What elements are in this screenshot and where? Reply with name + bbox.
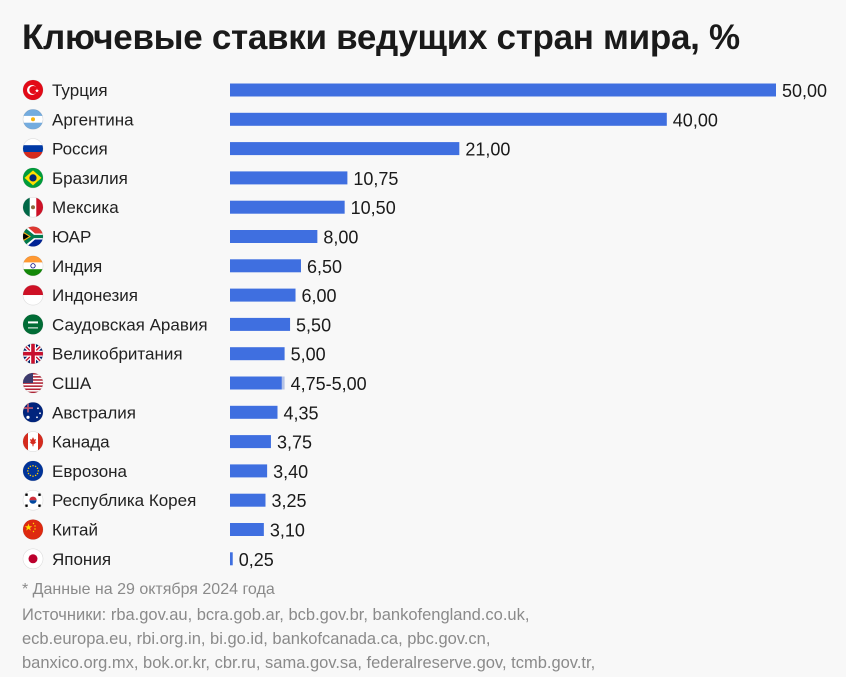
russia-flag-icon [22,138,44,159]
category-label: США [52,374,92,393]
bar-chart: Турция 50,00 Аргентина 40,00 Россия 21,00 Браз… [22,79,827,570]
india-flag-icon [22,255,44,277]
chart-row: Бразилия 10,75 [22,167,398,189]
data-label: 8,00 [323,228,358,248]
chart-row: Мексика 10,50 [22,196,396,218]
sources: Источники: rba.gov.au, bcra.gob.ar, bcb.… [22,603,832,677]
chart-row: Саудовская Аравия 5,50 [22,314,331,335]
data-label: 5,00 [291,345,326,365]
sources-line-2: ecb.europa.eu, rbi.org.in, bi.go.id, ban… [22,630,491,648]
bar [230,112,667,126]
brazil-flag-icon [22,167,44,189]
bar [230,259,301,273]
sources-line-3: banxico.org.mx, bok.or.kr, cbr.ru, sama.… [22,654,596,672]
data-date-note: * Данные на 29 октября 2024 года [22,581,275,598]
bar [230,83,776,97]
bar [230,435,271,449]
data-label: 4,35 [284,403,319,423]
data-label: 3,75 [277,433,312,453]
data-label: 40,00 [673,110,718,130]
chart-title: Ключевые ставки ведущих стран мира, % [22,18,740,57]
argentina-flag-icon [22,109,44,130]
category-label: Бразилия [52,169,128,188]
saudi-arabia-flag-icon [22,314,44,335]
category-label: Республика Корея [52,491,196,510]
chart-row: Япония 0,25 [22,548,274,570]
bar [230,376,282,390]
usa-flag-icon [22,372,44,394]
chart-row: Индонезия 6,00 [22,284,337,306]
data-label: 3,10 [270,521,305,541]
data-label: 5,50 [296,315,331,335]
south-africa-flag-icon [22,226,44,247]
japan-flag-icon [22,548,44,570]
bar-range-segment [281,376,285,390]
indonesia-flag-icon [22,284,44,306]
data-label: 0,25 [239,550,274,570]
data-label: 50,00 [782,81,827,101]
category-label: Индия [52,257,102,276]
chart-row: Республика Корея 3,25 [22,489,307,511]
turkey-flag-icon [22,79,44,101]
data-label: 3,40 [273,462,308,482]
bar [230,405,278,419]
category-label: Китай [52,521,98,540]
chart-row: США 4,75-5,00 [22,372,367,394]
category-label: Канада [52,433,110,452]
data-label: 10,75 [353,169,398,189]
chart-row: Аргентина 40,00 [22,109,718,130]
uk-flag-icon [22,343,44,365]
bar [230,200,345,214]
sources-line-1: Источники: rba.gov.au, bcra.gob.ar, bcb.… [22,606,530,624]
chart-row: Турция 50,00 [22,79,827,101]
category-label: Мексика [52,198,119,217]
category-label: Япония [52,550,111,569]
chart-row: Индия 6,50 [22,255,342,277]
category-label: Австралия [52,403,136,422]
data-label: 10,50 [351,198,396,218]
chart-row: Канада 3,75 [22,431,312,453]
bar [230,523,264,536]
south-korea-flag-icon [22,489,44,511]
bar [230,317,291,331]
chart-row: Еврозона 3,40 [22,460,308,482]
category-label: Турция [52,81,108,100]
category-label: Аргентина [52,110,134,129]
bar [230,230,318,243]
bar [230,171,348,185]
chart-row: Китай 3,10 [22,519,305,541]
data-label: 21,00 [465,140,510,160]
eurozone-flag-icon [22,460,44,482]
chart-row: ЮАР 8,00 [22,226,358,248]
category-label: Саудовская Аравия [52,315,208,334]
chart-row: Россия 21,00 [22,138,510,160]
bar [230,142,460,156]
category-label: Индонезия [52,286,138,305]
bar [230,493,266,507]
china-flag-icon [22,519,44,540]
bar [230,288,296,302]
mexico-flag-icon [22,196,44,218]
canada-flag-icon [22,431,44,452]
data-label: 6,50 [307,257,342,277]
category-label: ЮАР [52,228,91,247]
category-label: Великобритания [52,345,183,364]
data-label: 4,75-5,00 [291,374,367,394]
category-label: Еврозона [52,462,128,481]
data-label: 6,00 [302,286,337,306]
data-label: 3,25 [271,491,306,511]
bar [230,347,285,361]
category-label: Россия [52,140,108,159]
bar [230,464,268,478]
chart-row: Австралия 4,35 [22,401,319,423]
australia-flag-icon [22,401,44,423]
bar [230,552,233,566]
chart-row: Великобритания 5,00 [22,343,326,365]
